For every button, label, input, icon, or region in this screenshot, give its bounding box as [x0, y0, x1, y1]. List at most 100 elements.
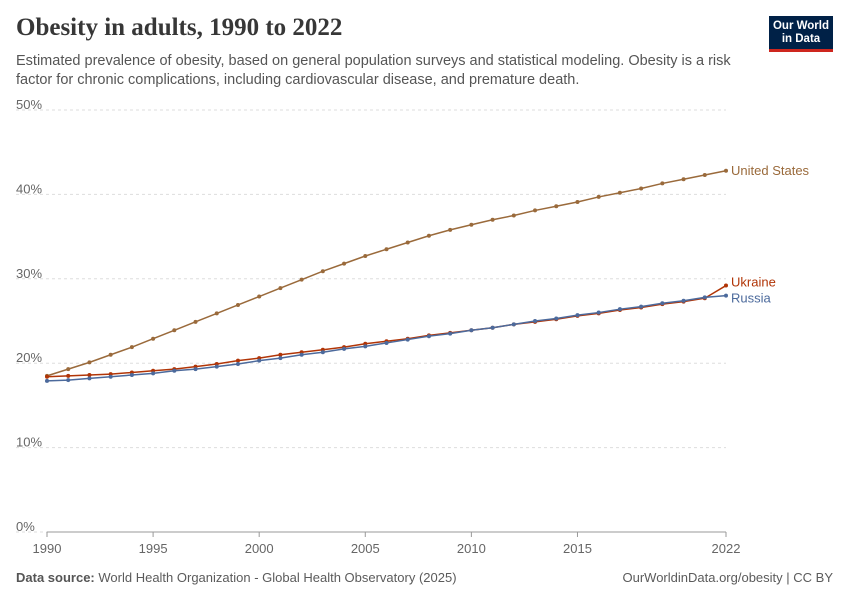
logo-line: Our World [772, 20, 829, 32]
data-point [108, 352, 113, 357]
footer-url[interactable]: OurWorldinData.org/obesity | CC BY [622, 570, 834, 585]
y-tick-label: 50% [16, 97, 42, 112]
x-tick-label: 2015 [563, 541, 592, 556]
data-point [129, 345, 134, 350]
data-point [384, 340, 389, 345]
data-point [45, 378, 49, 383]
data-point [235, 362, 240, 367]
data-point [87, 360, 92, 365]
data-point [724, 283, 728, 288]
data-point [299, 277, 304, 282]
data-point [639, 186, 644, 191]
data-point [66, 378, 71, 383]
data-point [363, 254, 368, 259]
y-tick-label: 20% [16, 350, 42, 365]
series-label: Ukraine [731, 275, 776, 290]
data-point [342, 261, 347, 266]
data-point [193, 367, 198, 372]
data-point [235, 302, 240, 307]
data-point [724, 168, 728, 173]
data-point [448, 227, 453, 232]
data-point [87, 376, 92, 381]
series-label: United States [731, 163, 810, 178]
data-point [702, 172, 707, 177]
data-point [639, 304, 644, 309]
data-point [108, 374, 113, 379]
x-tick-label: 2005 [351, 541, 380, 556]
data-point [278, 356, 283, 361]
data-point [702, 295, 707, 300]
chart-subtitle: Estimated prevalence of obesity, based o… [16, 53, 731, 88]
source-text: World Health Organization - Global Healt… [98, 570, 457, 585]
data-point [681, 298, 686, 303]
data-point [469, 328, 474, 333]
logo-line: in Data [781, 33, 821, 45]
data-point [257, 358, 262, 363]
x-tick-label: 1995 [139, 541, 168, 556]
data-point [660, 301, 665, 306]
x-tick-label: 2010 [457, 541, 486, 556]
data-point [426, 233, 431, 238]
data-point [596, 194, 601, 199]
chart-title: Obesity in adults, 1990 to 2022 [16, 14, 343, 41]
data-point [87, 373, 92, 378]
data-point [172, 368, 177, 373]
data-point [235, 358, 240, 363]
source-label: Data source: [16, 570, 95, 585]
y-tick-label: 40% [16, 181, 42, 196]
data-point [490, 325, 495, 330]
data-point [45, 374, 49, 379]
data-point [533, 319, 538, 323]
data-point [469, 222, 474, 227]
data-point [554, 204, 559, 209]
y-tick-label: 0% [16, 519, 35, 534]
data-point [511, 322, 516, 327]
data-point [405, 240, 410, 245]
data-point [533, 208, 538, 213]
data-point [320, 350, 325, 355]
data-point [405, 337, 410, 342]
data-point [384, 247, 389, 252]
data-point [511, 213, 516, 218]
footer-source: Data source: World Health Organization -… [16, 570, 457, 585]
data-point [426, 334, 431, 339]
series-line [46, 170, 727, 377]
x-tick-label: 2000 [245, 541, 274, 556]
data-point [66, 373, 71, 378]
data-point [214, 364, 219, 369]
data-point [299, 352, 304, 357]
data-point [554, 316, 559, 321]
data-point [575, 199, 580, 204]
series-line [46, 294, 727, 382]
data-point [193, 319, 198, 324]
data-point [320, 269, 325, 274]
data-point [617, 190, 622, 195]
logo[interactable]: Our World in Data [769, 16, 833, 52]
data-point [681, 177, 686, 182]
data-point [342, 346, 347, 351]
data-point [151, 371, 156, 376]
data-point [490, 217, 495, 222]
data-point [660, 181, 665, 186]
x-tick-label: 1990 [33, 541, 62, 556]
data-point [172, 328, 177, 333]
y-tick-label: 10% [16, 435, 42, 450]
data-point [278, 352, 283, 357]
x-tick-label: 2022 [712, 541, 741, 556]
data-point [151, 336, 156, 341]
data-point [575, 313, 580, 318]
data-point [448, 331, 453, 336]
series-label: Russia [731, 291, 772, 306]
data-point [724, 293, 728, 298]
data-point [66, 367, 71, 372]
data-point [363, 344, 368, 349]
y-tick-label: 30% [16, 266, 42, 281]
data-point [278, 286, 283, 291]
data-point [129, 373, 134, 378]
data-point [257, 294, 262, 299]
data-point [596, 310, 601, 315]
data-point [617, 307, 622, 312]
data-point [214, 311, 219, 316]
